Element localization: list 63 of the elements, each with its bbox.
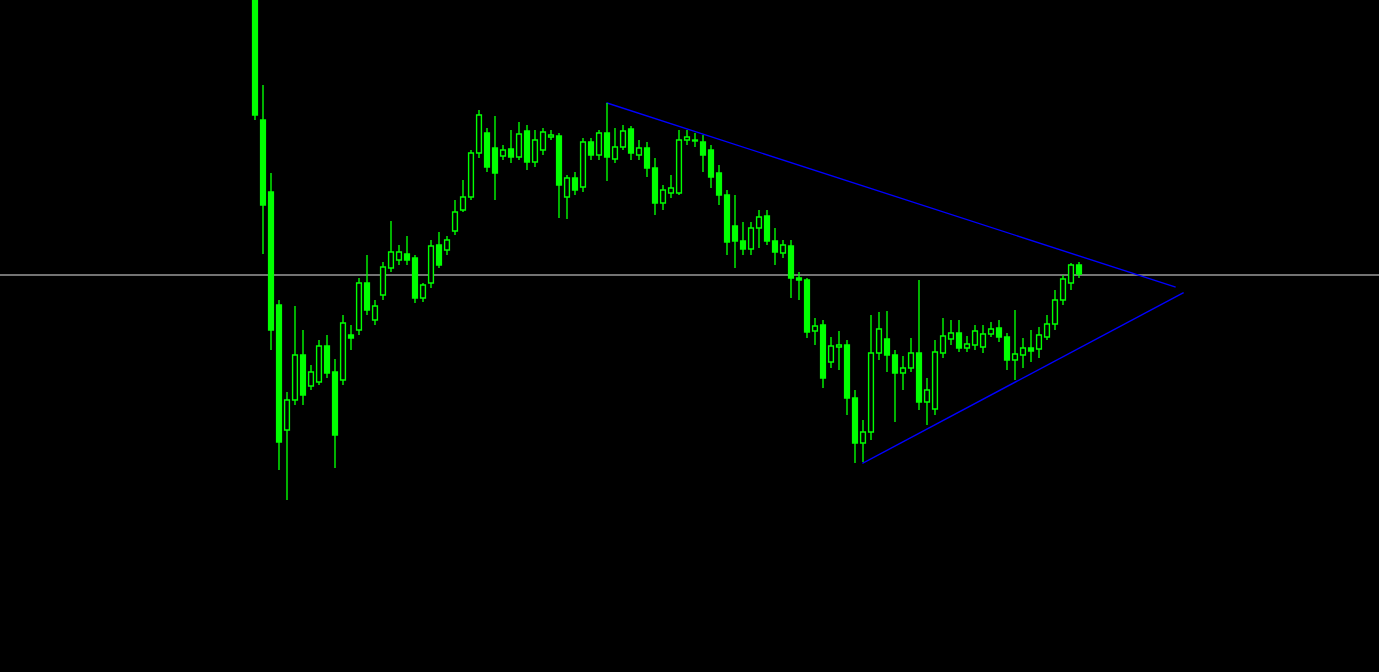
candlestick [923,377,931,426]
candlestick [811,317,819,346]
candlestick [307,364,315,391]
candlestick [515,121,523,161]
candlestick [619,124,627,151]
candlestick [1011,309,1019,381]
candlestick [1067,262,1075,291]
candlestick [691,132,699,148]
candlestick [907,337,915,373]
candlestick [659,184,667,211]
candlestick [419,282,427,303]
candlestick [1019,337,1027,369]
candlestick [835,330,843,371]
candlestick [403,235,411,266]
candlestick [531,129,539,168]
candlestick [643,141,651,178]
candlestick [795,271,803,301]
candlestick [1027,329,1035,363]
candlestick [827,336,835,369]
candlestick [891,349,899,423]
candlestick [683,129,691,146]
candlestick [731,194,739,269]
candlestick [611,127,619,164]
candlestick [603,102,611,182]
candlestick [595,129,603,161]
candlestick [771,227,779,266]
candlestick [539,127,547,156]
candlestick [747,221,755,256]
candlestick [507,129,515,164]
candlestick [947,319,955,346]
candlestick [1051,289,1059,331]
candlestick [451,199,459,236]
candlestick [563,174,571,220]
candlestick [875,311,883,361]
candlestick [1059,274,1067,306]
candlestick [883,310,891,373]
candlestick [979,324,987,354]
candlestick [939,317,947,359]
candlestick [435,231,443,269]
candlestick [587,137,595,161]
candlestick [1003,332,1011,371]
candlestick [859,419,867,463]
candlestick [395,244,403,266]
candlestick [635,139,643,161]
candlestick [755,209,763,249]
candlestick [699,134,707,173]
candlestick [571,171,579,196]
candlestick [627,125,635,161]
candlestick [715,164,723,206]
candlestick [971,324,979,351]
candlestick [1043,314,1051,341]
candlestick [371,299,379,326]
candlestick [443,235,451,256]
candlestick [739,221,747,256]
candlestick [387,220,395,273]
candlestick [667,174,675,199]
candlestick [955,319,963,353]
candlestick [995,319,1003,343]
candlestick [899,355,907,391]
candlestick [1035,326,1043,359]
candlestick [963,335,971,353]
candlestick [347,324,355,351]
candlestick [459,179,467,213]
